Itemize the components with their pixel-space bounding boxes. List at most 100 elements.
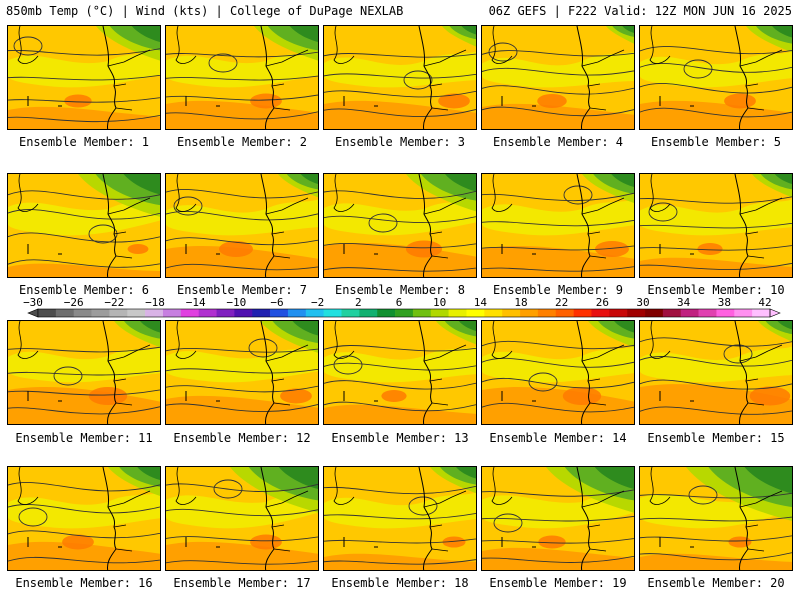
- coldest-region: [772, 26, 792, 38]
- height-contour: [324, 559, 476, 565]
- height-contour: [482, 357, 634, 368]
- warm-region: [640, 553, 792, 570]
- height-contour: [640, 82, 792, 94]
- colorbar-tick-label: −30: [23, 296, 43, 309]
- height-contour: [166, 237, 318, 246]
- colorbar-tick-label: −22: [104, 296, 124, 309]
- height-contour: [640, 492, 792, 499]
- height-contour: [324, 215, 476, 224]
- height-contour: [482, 377, 634, 389]
- state-border: [739, 197, 783, 259]
- height-contour: [8, 406, 160, 415]
- state-border: [107, 490, 151, 552]
- great-lakes-outline: [491, 467, 513, 505]
- height-contour: [8, 259, 160, 268]
- closed-contour: [408, 496, 438, 516]
- ensemble-member-label: Ensemble Member: 19: [489, 576, 627, 590]
- height-contour: [166, 348, 318, 353]
- ensemble-member-map: [481, 173, 635, 278]
- hot-core: [537, 94, 567, 108]
- colorbar-swatch: [91, 309, 110, 317]
- ensemble-member-map: [165, 320, 319, 425]
- height-contour: [324, 108, 476, 118]
- ensemble-member-map: [7, 173, 161, 278]
- wind-barb: [343, 391, 378, 402]
- ensemble-member-map: [481, 320, 635, 425]
- colorbar-swatch: [145, 309, 164, 317]
- height-contour: [640, 107, 792, 118]
- state-border: [423, 49, 467, 111]
- coldest-region: [140, 321, 160, 333]
- height-contour: [8, 389, 160, 396]
- hot-core: [62, 534, 94, 550]
- height-contour: [166, 111, 318, 120]
- state-border: [107, 197, 151, 259]
- warm-region: [482, 103, 634, 129]
- ensemble-member-map: [165, 173, 319, 278]
- wind-barb: [501, 96, 536, 107]
- hot-core: [728, 536, 752, 548]
- height-contour: [324, 90, 476, 98]
- cool-region: [482, 346, 634, 383]
- state-border: [107, 344, 151, 406]
- warm-region: [324, 404, 476, 424]
- ensemble-member-map: [639, 320, 793, 425]
- height-contour: [8, 346, 160, 353]
- height-contour: [640, 535, 792, 542]
- great-lakes-outline: [333, 467, 355, 505]
- great-lakes-outline: [491, 26, 513, 64]
- warm-region: [640, 257, 792, 277]
- colorbar-tick-label: 18: [514, 296, 527, 309]
- state-border: [739, 344, 783, 406]
- colorbar-tick-label: 30: [636, 296, 649, 309]
- colorbar-tick-label: −2: [311, 296, 324, 309]
- height-contour: [324, 190, 476, 199]
- colorbar-swatch: [38, 309, 57, 317]
- colorbar-swatch: [270, 309, 289, 317]
- ensemble-member-label: Ensemble Member: 18: [331, 576, 469, 590]
- hot-core: [88, 387, 128, 405]
- colorbar-swatch: [73, 309, 92, 317]
- colorbar-swatch: [412, 309, 432, 317]
- great-lakes-outline: [649, 467, 671, 505]
- height-contour: [640, 262, 792, 271]
- hot-core: [562, 387, 602, 405]
- colorbar-swatch: [341, 309, 360, 317]
- height-contour: [482, 555, 634, 563]
- wind-barb: [27, 96, 62, 107]
- ensemble-member-label: Ensemble Member: 10: [647, 283, 785, 297]
- state-border: [265, 344, 309, 406]
- great-lakes-outline: [17, 26, 39, 64]
- ensemble-member-map: [7, 320, 161, 425]
- closed-contour: [723, 344, 753, 364]
- height-contour: [640, 245, 792, 251]
- wind-barb: [27, 537, 62, 548]
- wind-barb: [185, 96, 220, 107]
- hot-core: [381, 390, 407, 402]
- height-contour: [166, 403, 318, 413]
- colorbar-swatch: [252, 309, 271, 317]
- colorbar-swatch: [216, 309, 235, 317]
- closed-contour: [88, 224, 118, 244]
- height-contour: [166, 560, 318, 565]
- colorbar-swatch: [162, 309, 182, 317]
- ensemble-member-map: [7, 466, 161, 571]
- ensemble-member-label: Ensemble Member: 5: [650, 135, 782, 149]
- colorbar-swatch: [323, 309, 342, 317]
- colorbar-swatch: [234, 309, 253, 317]
- colorbar-swatch: [109, 309, 128, 317]
- coldest-region: [614, 321, 634, 333]
- height-contour: [640, 379, 792, 390]
- height-contour: [482, 192, 634, 202]
- height-contour: [324, 53, 476, 58]
- state-border: [581, 344, 625, 406]
- height-contour: [640, 406, 792, 415]
- colorbar-tick-label: 34: [677, 296, 691, 309]
- great-lakes-outline: [649, 174, 671, 212]
- ensemble-member-label: Ensemble Member: 2: [176, 135, 308, 149]
- coldest-region: [777, 321, 792, 330]
- colorbar-swatch: [198, 309, 217, 317]
- ensemble-member-label: Ensemble Member: 4: [492, 135, 624, 149]
- height-contour: [324, 267, 476, 272]
- wind-barb: [501, 391, 536, 402]
